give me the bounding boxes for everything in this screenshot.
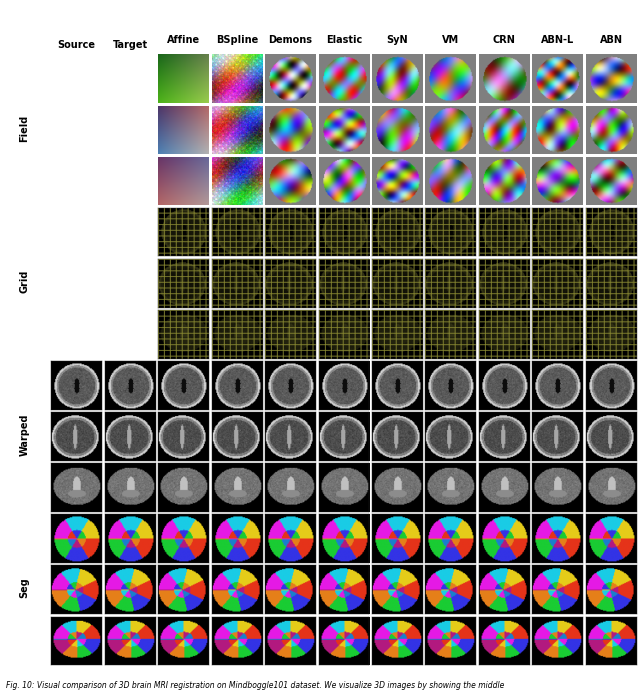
Text: Warped: Warped xyxy=(19,413,29,456)
Text: ABN: ABN xyxy=(600,35,623,45)
Text: CRN: CRN xyxy=(493,35,516,45)
Text: BSpline: BSpline xyxy=(216,35,258,45)
Text: SyN: SyN xyxy=(387,35,408,45)
Text: Source: Source xyxy=(58,40,95,50)
Text: Grid: Grid xyxy=(19,270,29,293)
Text: Field: Field xyxy=(19,115,29,142)
Text: Seg: Seg xyxy=(19,577,29,598)
Text: ABN-L: ABN-L xyxy=(541,35,575,45)
Text: Affine: Affine xyxy=(167,35,200,45)
Text: Demons: Demons xyxy=(269,35,312,45)
Text: Elastic: Elastic xyxy=(326,35,362,45)
Text: Fig. 10: Visual comparison of 3D brain MRI registration on Mindboggle101 dataset: Fig. 10: Visual comparison of 3D brain M… xyxy=(6,681,505,690)
Text: VM: VM xyxy=(442,35,460,45)
Text: Target: Target xyxy=(113,40,148,50)
